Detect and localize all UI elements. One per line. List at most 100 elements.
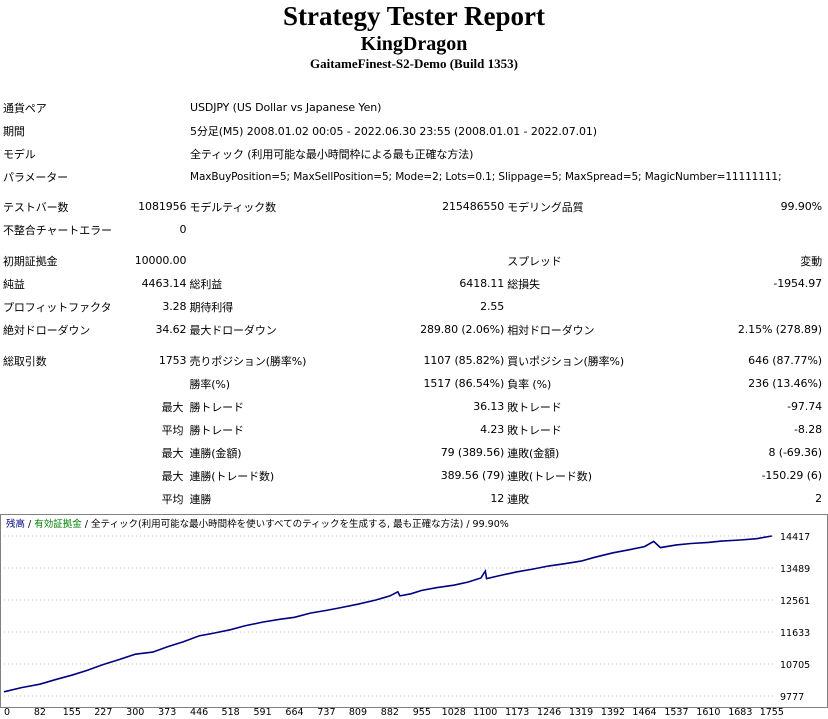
x-axis: 0 82 155 227 300 373 446 518 591 664 737 809 882 955 1… [4,707,784,718]
y-tick-label: 12561 [780,596,810,607]
expected-value: 2.55 [480,300,505,313]
ticks-value: 215486550 [442,200,505,213]
loss-rate-label: 負率 (%) [507,377,552,391]
period-label: 期間 [3,124,25,138]
rel-dd-label: 相対ドローダウン [507,323,595,337]
params-value: MaxBuyPosition=5; MaxSellPosition=5; Mod… [190,170,782,183]
y-tick-label: 11633 [780,628,810,639]
loss-rate-value: 236 (13.46%) [748,377,822,390]
expected-label: 期待利得 [189,300,234,314]
dd-row: 絶対ドローダウン 34.62 最大ドローダウン 289.80 (2.06%) 相… [0,318,822,341]
largest-row: 最大 勝トレード 36.13 敗トレード -97.74 [0,395,822,418]
ticks-label: モデルティック数 [189,200,276,214]
x-tick-label: 227 [94,707,112,718]
trades-row: 総取引数 1753 売りポジション(勝率%) 1107 (85.82%) 買いポ… [0,349,822,372]
balance-chart: 残高 / 有効証拠金 / 全ティック(利用可能な最小時間枠を使いすべてのティック… [0,514,828,718]
long-label: 買いポジション(勝率%) [507,354,625,368]
net-value: 4463.14 [141,277,187,290]
max-cons-losses-label: 連敗(金額) [507,446,560,460]
x-tick-label: 0 [4,707,10,718]
max-cons-loss-label: 連敗(トレード数) [507,469,592,483]
gross-profit-label: 総利益 [189,277,223,291]
model-row: モデル 全ティック (利用可能な最小時間枠による最も正確な方法) [0,142,822,165]
stats-table: 通貨ペア USDJPY (US Dollar vs Japanese Yen) … [0,96,822,188]
x-tick-label: 300 [126,707,144,718]
gross-loss-value: -1954.97 [773,277,822,290]
avg-win-label: 勝トレード [189,423,244,437]
max-cons-loss-value: -150.29 (6) [761,469,823,482]
x-tick-label: 1610 [696,707,720,718]
report-title: Strategy Tester Report [283,1,545,31]
mismatch-value: 0 [179,223,187,236]
mismatch-row: 不整合チャートエラー 0 [0,218,822,241]
avg-cons-row: 平均 連勝 12 連敗 2 [0,487,822,510]
params-row: パラメーター MaxBuyPosition=5; MaxSellPosition… [0,165,822,188]
expert-name: KingDragon [360,33,468,55]
average-row: 平均 勝トレード 4.23 敗トレード -8.28 [0,418,822,441]
legend-equity: 有効証拠金 [34,518,82,530]
largest-loss-value: -97.74 [787,400,822,413]
max-dd-value: 289.80 (2.06%) [420,323,505,336]
model-label: モデル [3,147,36,161]
short-value: 1107 (85.82%) [423,354,505,367]
x-tick-label: 1464 [632,707,656,718]
params-label: パラメーター [3,170,69,184]
cons-count-row: 最大 連勝(トレード数) 389.56 (79) 連敗(トレード数) -150.… [0,464,822,487]
y-tick-label: 13489 [780,564,810,575]
max-cons-losses-value: 8 (-69.36) [768,446,822,459]
x-tick-label: 1028 [442,707,466,718]
deposit-label: 初期証拠金 [3,254,58,268]
balance-line [3,535,772,693]
deposit-row: 初期証拠金 10000.00 スプレッド 変動 [0,249,822,272]
pf-label: プロフィットファクタ [3,300,112,314]
legend-quality: / 99.90% [463,519,508,530]
legend-balance: 残高 [6,518,25,530]
y-axis: 14417 13489 12561 11633 10705 9777 [780,532,810,703]
x-tick-label: 955 [413,707,431,718]
max-cons-wins-value: 79 (389.56) [440,446,505,459]
avg-cons-losses-value: 2 [815,492,822,505]
x-tick-label: 1319 [569,707,593,718]
quality-value: 99.90% [780,200,822,213]
max-dd-label: 最大ドローダウン [189,323,277,337]
spread-label: スプレッド [507,254,562,268]
symbol-row: 通貨ペア USDJPY (US Dollar vs Japanese Yen) [0,96,822,119]
y-tick-label: 9777 [780,692,804,703]
legend-sep-2: / [82,519,91,530]
y-tick-label: 14417 [780,532,810,543]
server-name: GaitameFinest-S2-Demo (Build 1353) [310,56,518,71]
x-tick-label: 882 [381,707,399,718]
symbol-label: 通貨ペア [3,101,47,115]
avg-loss-label: 敗トレード [507,423,562,437]
x-tick-label: 591 [253,707,271,718]
max-cons-wins-label: 連勝(金額) [189,446,242,460]
average-word: 平均 [161,423,184,437]
x-tick-label: 373 [158,707,176,718]
chart-grid [4,535,774,697]
winrate-row: 勝率(%) 1517 (86.54%) 負率 (%) 236 (13.46%) [0,372,822,395]
largest-loss-label: 敗トレード [507,400,562,414]
chart-frame [0,514,828,708]
period-row: 期間 5分足(M5) 2008.01.02 00:05 - 2022.06.30… [0,119,822,142]
x-tick-label: 737 [317,707,335,718]
spread-value: 変動 [800,254,822,268]
win-rate-label: 勝率(%) [189,377,230,391]
chart-legend: 残高 / 有効証拠金 / 全ティック(利用可能な最小時間枠を使いすべてのティック… [6,518,509,530]
avg-cons-wins-label: 連勝 [189,492,212,506]
x-tick-label: 1173 [505,707,529,718]
avg-win-value: 4.23 [480,423,505,436]
x-tick-label: 1246 [537,707,561,718]
total-trades-value: 1753 [158,354,187,367]
largest-win-value: 36.13 [473,400,505,413]
gross-profit-value: 6418.11 [459,277,505,290]
avg-cons-losses-label: 連敗 [507,492,530,506]
x-tick-label: 518 [222,707,240,718]
net-label: 純益 [3,277,25,291]
bars-value: 1081956 [138,200,187,213]
bars-row: テストバー数 1081956 モデルティック数 215486550 モデリング品… [0,195,822,218]
bars-label: テストバー数 [3,200,69,214]
symbol-value: USDJPY (US Dollar vs Japanese Yen) [190,101,382,114]
avg-loss-value: -8.28 [794,423,822,436]
x-tick-label: 1537 [664,707,688,718]
long-value: 646 (87.77%) [748,354,822,367]
